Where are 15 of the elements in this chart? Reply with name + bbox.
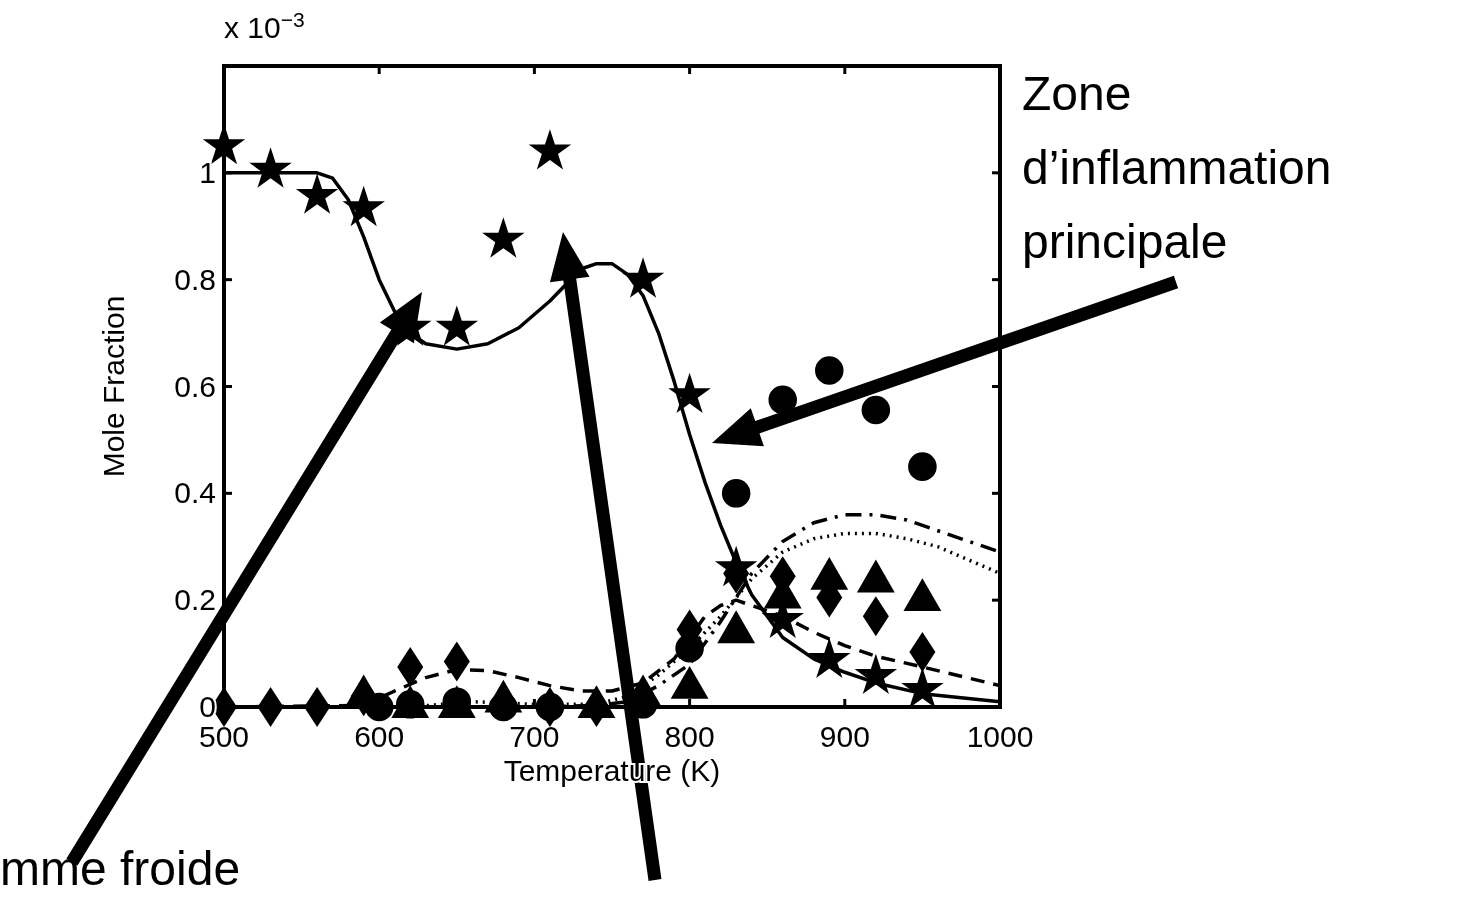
- y-tick-label: 0.2: [174, 583, 216, 617]
- y-tick-label: 1: [199, 155, 216, 189]
- y-axis-title: Mole Fraction: [97, 295, 130, 478]
- x-tick-label: 800: [664, 720, 715, 753]
- x-tick-label: 1000: [966, 720, 1034, 753]
- y-tick-label: 0.8: [174, 262, 216, 296]
- x-tick-label: 900: [819, 720, 870, 753]
- x-tick-label: 500: [198, 720, 250, 753]
- text: x 10$^{−3}$: [224, 7, 305, 44]
- y-tick-label: 0.6: [174, 369, 216, 403]
- text: Zone d’inflammation principale: [1022, 67, 1332, 268]
- y-tick-label: 0.4: [174, 476, 216, 510]
- x-tick-label: 700: [509, 720, 560, 753]
- text: mme froide: [0, 842, 241, 895]
- x-tick-label: 600: [354, 720, 405, 753]
